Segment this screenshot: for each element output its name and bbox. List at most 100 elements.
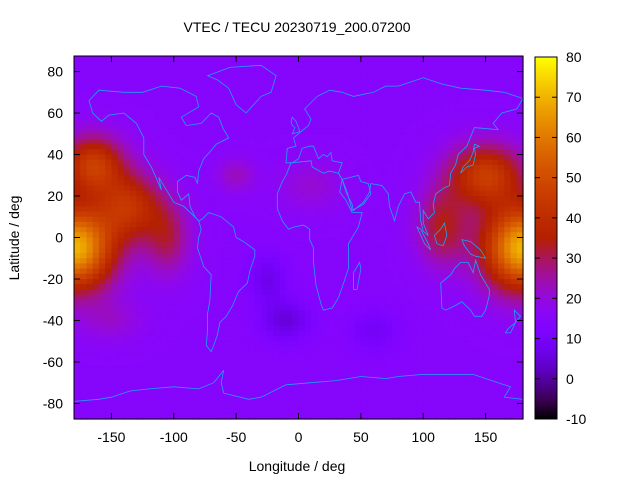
heatmap-cell	[498, 398, 505, 405]
heatmap-cell	[236, 351, 243, 358]
heatmap-cell	[485, 299, 493, 306]
heatmap-cell	[192, 170, 200, 176]
heatmap-cell	[186, 221, 194, 228]
heatmap-cell	[267, 216, 275, 223]
heatmap-cell	[254, 196, 262, 202]
heatmap-cell	[479, 81, 487, 88]
heatmap-cell	[217, 408, 225, 415]
heatmap-cell	[441, 180, 449, 187]
heatmap-cell	[304, 367, 312, 373]
heatmap-cell	[142, 336, 150, 342]
heatmap-cell	[498, 258, 505, 265]
heatmap-cell	[373, 367, 381, 373]
heatmap-cell	[441, 56, 449, 62]
heatmap-cell	[448, 175, 456, 182]
heatmap-cell	[317, 315, 325, 322]
heatmap-cell	[204, 128, 212, 135]
heatmap-cell	[92, 377, 100, 384]
heatmap-cell	[360, 403, 368, 410]
heatmap-cell	[479, 372, 487, 379]
heatmap-cell	[254, 263, 262, 270]
heatmap-cell	[485, 185, 493, 192]
heatmap-cell	[223, 227, 231, 233]
heatmap-cell	[279, 56, 287, 62]
heatmap-cell	[98, 382, 106, 389]
heatmap-cell	[98, 377, 106, 384]
heatmap-cell	[229, 336, 237, 342]
heatmap-cell	[392, 206, 399, 213]
heatmap-cell	[223, 107, 231, 114]
heatmap-cell	[267, 382, 275, 389]
heatmap-cell	[329, 398, 337, 405]
heatmap-cell	[136, 346, 144, 353]
heatmap-cell	[485, 284, 493, 290]
heatmap-cell	[223, 341, 231, 347]
heatmap-cell	[173, 232, 181, 239]
heatmap-cell	[398, 159, 406, 166]
heatmap-cell	[429, 87, 437, 93]
heatmap-cell	[80, 367, 88, 373]
heatmap-cell	[223, 87, 231, 93]
heatmap-cell	[242, 310, 250, 316]
heatmap-cell	[267, 304, 275, 311]
heatmap-cell	[211, 113, 219, 119]
heatmap-cell	[248, 320, 256, 327]
heatmap-cell	[161, 123, 169, 130]
heatmap-cell	[473, 382, 480, 389]
heatmap-cell	[123, 76, 131, 83]
heatmap-cell	[479, 325, 487, 332]
heatmap-cell	[261, 393, 268, 399]
heatmap-cell	[367, 403, 374, 410]
heatmap-cell	[242, 382, 250, 389]
heatmap-cell	[466, 144, 474, 150]
heatmap-cell	[204, 393, 212, 399]
heatmap-cell	[223, 247, 231, 254]
heatmap-cell	[198, 284, 206, 290]
heatmap-cell	[323, 138, 331, 145]
heatmap-cell	[504, 289, 512, 296]
heatmap-cell	[155, 315, 162, 322]
heatmap-cell	[329, 149, 337, 156]
heatmap-cell	[423, 346, 431, 353]
heatmap-cell	[435, 196, 443, 202]
heatmap-cell	[310, 258, 318, 265]
heatmap-cell	[410, 170, 418, 176]
heatmap-cell	[498, 123, 505, 130]
heatmap-cell	[105, 113, 113, 119]
heatmap-cell	[142, 66, 150, 73]
heatmap-cell	[429, 263, 437, 270]
heatmap-cell	[310, 253, 318, 259]
heatmap-cell	[198, 346, 206, 353]
heatmap-cell	[373, 258, 381, 265]
heatmap-cell	[273, 185, 281, 192]
heatmap-cell	[292, 310, 300, 316]
heatmap-cell	[373, 268, 381, 275]
heatmap-cell	[348, 138, 356, 145]
heatmap-cell	[180, 393, 187, 399]
heatmap-cell	[98, 284, 106, 290]
heatmap-cell	[429, 66, 437, 73]
heatmap-cell	[279, 372, 287, 379]
heatmap-cell	[317, 71, 325, 78]
heatmap-cell	[248, 294, 256, 301]
heatmap-cell	[360, 237, 368, 244]
heatmap-cell	[335, 237, 343, 244]
heatmap-cell	[80, 92, 88, 99]
heatmap-cell	[516, 159, 524, 166]
heatmap-cell	[148, 211, 156, 218]
heatmap-cell	[448, 211, 456, 218]
heatmap-cell	[491, 294, 499, 301]
heatmap-cell	[354, 330, 362, 337]
heatmap-cell	[204, 81, 212, 88]
heatmap-cell	[136, 356, 144, 363]
heatmap-cell	[460, 382, 468, 389]
heatmap-cell	[130, 185, 137, 192]
heatmap-cell	[173, 346, 181, 353]
heatmap-cell	[236, 325, 243, 332]
heatmap-cell	[161, 398, 169, 405]
heatmap-cell	[392, 190, 399, 197]
heatmap-cell	[161, 320, 169, 327]
heatmap-cell	[416, 133, 424, 140]
heatmap-cell	[379, 258, 387, 265]
heatmap-cell	[236, 56, 243, 62]
